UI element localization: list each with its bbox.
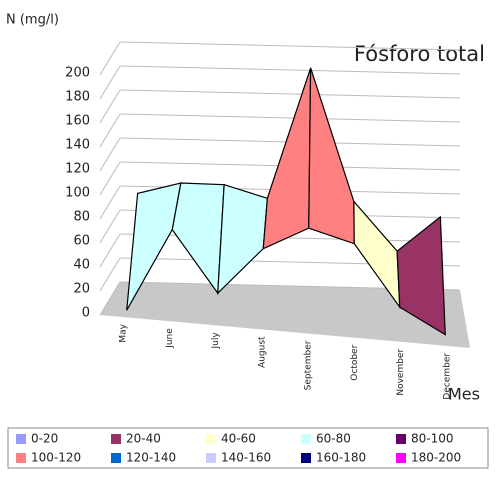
surface-patch — [396, 215, 446, 336]
y-tick-label: 0 — [82, 306, 90, 321]
grid-line — [99, 137, 121, 172]
legend-swatch — [396, 453, 406, 463]
legend-box — [7, 427, 489, 469]
x-tick-label: June — [165, 328, 175, 349]
legend-label: 60-80 — [316, 432, 351, 446]
legend-swatch — [396, 434, 406, 444]
grid-line — [99, 257, 121, 292]
legend-swatch — [301, 434, 311, 444]
grid-line — [99, 41, 121, 76]
surface-patch — [171, 182, 225, 295]
grid-line — [119, 41, 461, 51]
y-tick-label: 20 — [73, 282, 90, 297]
grid-line — [99, 281, 121, 316]
legend-label: 100-120 — [31, 451, 81, 465]
legend-label: 20-40 — [126, 432, 161, 446]
grid-line — [119, 89, 461, 99]
x-tick-label: October — [350, 344, 360, 380]
x-tick-label: July — [211, 332, 221, 350]
floor — [100, 282, 470, 348]
legend-label: 140-160 — [221, 451, 271, 465]
grid-line — [99, 209, 121, 244]
y-tick-label: 140 — [65, 138, 90, 153]
y-tick-label: 60 — [73, 234, 90, 249]
surface-patch — [217, 183, 269, 295]
grid-line — [119, 65, 461, 75]
legend-label: 180-200 — [411, 451, 461, 465]
x-axis-label: Mes — [448, 385, 480, 404]
legend-label: 0-20 — [31, 432, 58, 446]
grid-line — [99, 161, 121, 196]
x-tick-label: May — [119, 323, 129, 342]
legend-label: 120-140 — [126, 451, 176, 465]
y-axis-label: N (mg/l) — [6, 13, 59, 28]
legend-swatch — [16, 453, 26, 463]
x-tick-label: September — [304, 340, 314, 390]
x-tick-label: November — [396, 349, 406, 396]
legend-swatch — [206, 453, 216, 463]
grid-line — [99, 65, 121, 100]
surface-patch — [262, 67, 312, 250]
legend-label: 40-60 — [221, 432, 256, 446]
grid-line — [99, 185, 121, 220]
y-tick-label: 40 — [73, 258, 90, 273]
legend-swatch — [16, 434, 26, 444]
y-tick-label: 80 — [73, 210, 90, 225]
y-tick-label: 180 — [65, 90, 90, 105]
y-tick-label: 200 — [65, 66, 90, 81]
legend-swatch — [301, 453, 311, 463]
surface-patch — [308, 67, 355, 245]
grid-line — [119, 113, 461, 123]
grid-line — [99, 113, 121, 148]
y-tick-label: 100 — [65, 186, 90, 201]
legend-swatch — [111, 434, 121, 444]
grid-line — [99, 89, 121, 124]
legend-label: 160-180 — [316, 451, 366, 465]
legend-swatch — [206, 434, 216, 444]
x-tick-label: December — [442, 353, 452, 400]
chart-title: Fósforo total — [354, 42, 485, 66]
grid-line — [99, 233, 121, 268]
x-tick-label: August — [257, 336, 267, 368]
legend-swatch — [111, 453, 121, 463]
y-tick-label: 120 — [65, 162, 90, 177]
legend-label: 80-100 — [411, 432, 454, 446]
y-tick-label: 160 — [65, 114, 90, 129]
